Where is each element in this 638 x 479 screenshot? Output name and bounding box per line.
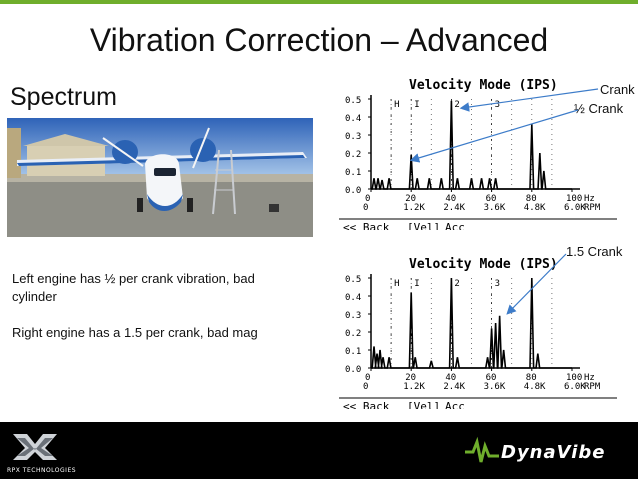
left-engine-note: Left engine has ½ per crank vibration, b… bbox=[12, 271, 255, 304]
harmonic-marker-label: H bbox=[394, 100, 399, 110]
dynavibe-mark-icon bbox=[465, 436, 499, 463]
y-tick-label: 0.3 bbox=[345, 311, 361, 321]
x-tick-hz-label: 0 bbox=[365, 373, 370, 383]
x-tick-rpm-label: 6.0K bbox=[564, 382, 586, 392]
harmonic-marker-label: I bbox=[414, 100, 419, 110]
x-tick-hz-label: 80 bbox=[526, 194, 537, 204]
harmonic-marker-label: 2 bbox=[454, 100, 459, 110]
y-tick-label: 0.2 bbox=[345, 329, 361, 339]
x-unit-rpm: RPM bbox=[584, 203, 601, 213]
x-tick-hz-label: 80 bbox=[526, 373, 537, 383]
x-tick-rpm-label: 0 bbox=[363, 382, 368, 392]
x-tick-hz-label: 60 bbox=[486, 373, 497, 383]
callout-crank: Crank bbox=[600, 82, 635, 97]
x-tick-rpm-label: 4.8K bbox=[524, 382, 546, 392]
x-tick-rpm-label: 3.6K bbox=[484, 382, 506, 392]
x-tick-hz-label: 40 bbox=[445, 373, 456, 383]
x-tick-rpm-label: 2.4K bbox=[443, 203, 465, 213]
x-tick-hz-label: 100 bbox=[566, 194, 582, 204]
y-tick-label: 0.1 bbox=[345, 347, 361, 357]
half-crank-arrow bbox=[409, 109, 579, 163]
slide-title: Vibration Correction – Advanced bbox=[89, 22, 549, 58]
vel-mode-button[interactable]: [Vel] bbox=[407, 400, 440, 409]
aircraft-photo bbox=[7, 118, 313, 237]
x-tick-rpm-label: 6.0K bbox=[564, 203, 586, 213]
spectrum-trace bbox=[371, 100, 572, 190]
acc-mode-button[interactable]: Acc bbox=[445, 221, 465, 230]
description-text: Left engine has ½ per crank vibration, b… bbox=[12, 270, 302, 360]
harmonic-marker-label: 2 bbox=[454, 279, 459, 289]
y-tick-label: 0.4 bbox=[345, 114, 361, 124]
y-tick-label: 0.2 bbox=[345, 150, 361, 160]
chart-title: Velocity Mode (IPS) bbox=[409, 257, 558, 272]
y-tick-label: 0.1 bbox=[345, 168, 361, 178]
y-tick-label: 0.0 bbox=[345, 186, 361, 196]
x-tick-rpm-label: 0 bbox=[363, 203, 368, 213]
back-button[interactable]: << Back bbox=[343, 221, 390, 230]
spectrum-plot-right-engine: Velocity Mode (IPS) 0.5 0.4 0.3 0.2 0.1 0.0 H… bbox=[339, 252, 617, 409]
x-unit-hz: Hz bbox=[584, 373, 595, 383]
y-tick-label: 0.5 bbox=[345, 96, 361, 106]
y-tick-label: 0.5 bbox=[345, 275, 361, 285]
vel-mode-button[interactable]: [Vel] bbox=[407, 221, 440, 230]
slide-subtitle: Spectrum bbox=[10, 83, 117, 111]
x-tick-hz-label: 0 bbox=[365, 194, 370, 204]
footer-bar: RPX TECHNOLOGIES DynaVibe bbox=[0, 422, 638, 479]
rpx-logo: RPX TECHNOLOGIES bbox=[5, 428, 79, 474]
chart-title: Velocity Mode (IPS) bbox=[409, 78, 558, 93]
callout-one-half-crank: 1.5 Crank bbox=[566, 244, 623, 259]
x-tick-rpm-label: 1.2K bbox=[403, 203, 425, 213]
svg-text:RPX TECHNOLOGIES: RPX TECHNOLOGIES bbox=[7, 467, 76, 474]
x-tick-rpm-label: 1.2K bbox=[403, 382, 425, 392]
x-tick-hz-label: 100 bbox=[566, 373, 582, 383]
harmonic-marker-label: H bbox=[394, 279, 399, 289]
spectrum-plot-left-engine: Velocity Mode (IPS) 0.5 0.4 0.3 0.2 0.1 0.0 H… bbox=[339, 73, 617, 230]
harmonic-marker-label: 3 bbox=[495, 279, 500, 289]
x-tick-rpm-label: 3.6K bbox=[484, 203, 506, 213]
crank-arrow bbox=[459, 88, 599, 112]
top-accent-bar bbox=[0, 0, 638, 4]
acc-mode-button[interactable]: Acc bbox=[445, 400, 465, 409]
dynavibe-logo: DynaVibe bbox=[463, 436, 613, 466]
x-tick-rpm-label: 2.4K bbox=[443, 382, 465, 392]
callout-half-crank: ½ Crank bbox=[574, 101, 624, 116]
x-unit-rpm: RPM bbox=[584, 382, 601, 392]
harmonic-marker-label: I bbox=[414, 279, 419, 289]
x-unit-hz: Hz bbox=[584, 194, 595, 204]
x-tick-rpm-label: 4.8K bbox=[524, 203, 546, 213]
right-engine-note: Right engine has a 1.5 per crank, bad ma… bbox=[12, 325, 258, 340]
one-half-crank-arrow bbox=[506, 253, 567, 315]
y-tick-label: 0.3 bbox=[345, 132, 361, 142]
x-tick-hz-label: 60 bbox=[486, 194, 497, 204]
x-tick-hz-label: 20 bbox=[405, 373, 416, 383]
dynavibe-wordmark: DynaVibe bbox=[501, 442, 606, 463]
y-tick-label: 0.0 bbox=[345, 365, 361, 375]
spectrum-trace bbox=[371, 277, 572, 369]
y-tick-label: 0.4 bbox=[345, 293, 361, 303]
x-tick-hz-label: 40 bbox=[445, 194, 456, 204]
x-tick-hz-label: 20 bbox=[405, 194, 416, 204]
harmonic-marker-label: 3 bbox=[495, 100, 500, 110]
back-button[interactable]: << Back bbox=[343, 400, 390, 409]
